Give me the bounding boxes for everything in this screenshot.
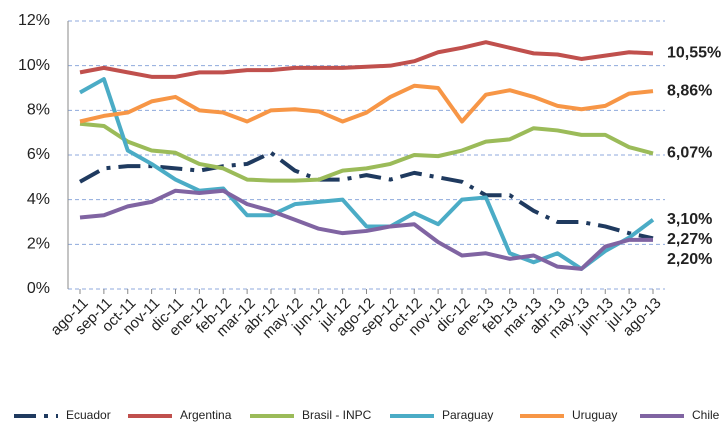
- series-line: [79, 188, 653, 271]
- value-label: 8,86%: [667, 82, 712, 99]
- y-tick-label: 0%: [27, 280, 50, 297]
- series-line: [79, 40, 654, 79]
- value-label: 6,07%: [667, 145, 712, 162]
- y-tick-label: 12%: [18, 12, 50, 29]
- legend-label: Ecuador: [66, 408, 111, 422]
- y-tick-label: 8%: [27, 102, 50, 119]
- value-label: 3,10%: [667, 211, 712, 228]
- series-line: [79, 83, 654, 124]
- value-label: 2,27%: [667, 231, 712, 248]
- legend-label: Chile: [692, 408, 720, 422]
- legend-label: Uruguay: [572, 408, 617, 422]
- y-tick-label: 6%: [27, 146, 50, 163]
- legend-label: Argentina: [180, 408, 232, 422]
- legend-label: Brasil - INPC: [302, 408, 372, 422]
- y-tick-label: 4%: [27, 191, 50, 208]
- series-line: [79, 150, 654, 241]
- series-line: [79, 77, 655, 271]
- y-tick-label: 2%: [27, 236, 50, 253]
- legend-label: Paraguay: [442, 408, 493, 422]
- value-label: 2,20%: [667, 251, 712, 268]
- series-line: [79, 121, 654, 183]
- y-tick-label: 10%: [18, 57, 50, 74]
- value-label: 10,55%: [667, 45, 721, 62]
